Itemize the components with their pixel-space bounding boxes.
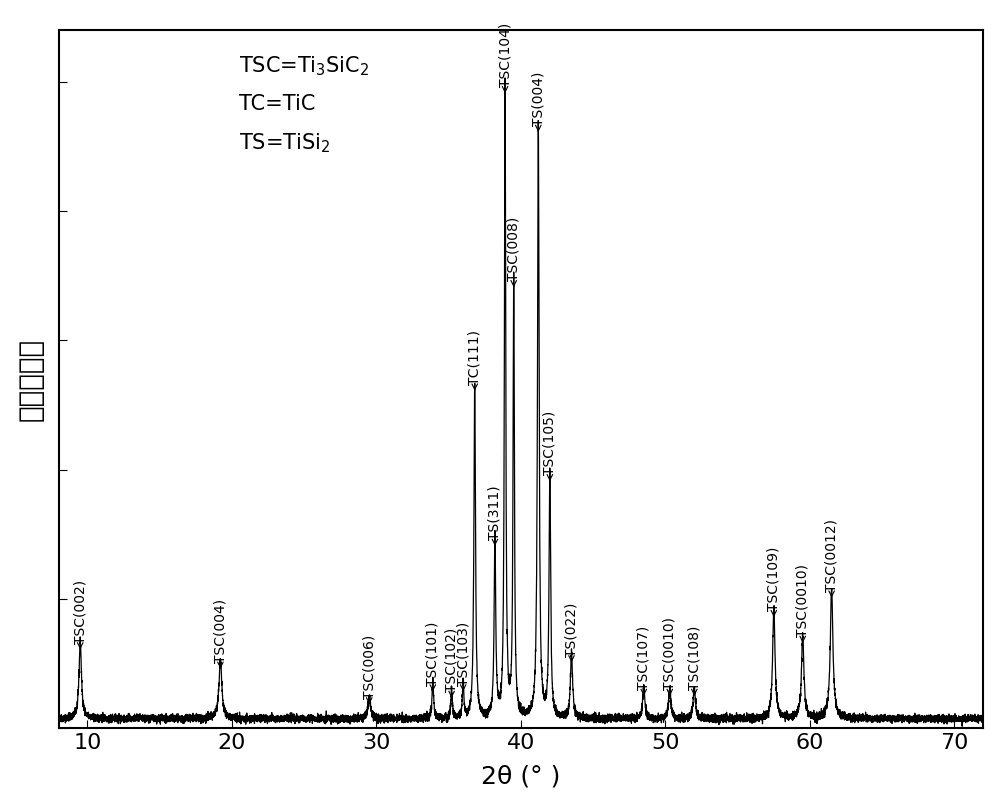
Text: TSC(108): TSC(108) [687, 625, 701, 690]
Y-axis label: 衡射峰强度: 衡射峰强度 [17, 337, 45, 421]
Text: TSC(105): TSC(105) [543, 411, 557, 476]
Text: TSC(107): TSC(107) [637, 626, 651, 690]
Text: TSC(104): TSC(104) [498, 23, 512, 88]
Text: TSC(004): TSC(004) [213, 599, 227, 663]
Text: TSC=Ti$_3$SiC$_2$
TC=TiC
TS=TiSi$_2$: TSC=Ti$_3$SiC$_2$ TC=TiC TS=TiSi$_2$ [239, 54, 369, 155]
Text: TSC(103): TSC(103) [456, 621, 470, 686]
Text: TSC(101): TSC(101) [426, 621, 440, 686]
X-axis label: 2θ (° ): 2θ (° ) [481, 764, 561, 788]
Text: TSC(008): TSC(008) [507, 217, 521, 282]
Text: TC(111): TC(111) [468, 330, 482, 385]
Text: TSC(109): TSC(109) [767, 547, 781, 611]
Text: TSC(0012): TSC(0012) [825, 519, 839, 592]
Text: TS(004): TS(004) [531, 72, 545, 126]
Text: TSC(006): TSC(006) [362, 634, 376, 699]
Text: TS(311): TS(311) [488, 485, 502, 540]
Text: TS(022): TS(022) [565, 602, 579, 657]
Text: TSC(002): TSC(002) [73, 580, 87, 644]
Text: TSC(0010): TSC(0010) [663, 617, 677, 690]
Text: TSC(102): TSC(102) [445, 628, 459, 692]
Text: TSC(0010): TSC(0010) [796, 564, 810, 638]
